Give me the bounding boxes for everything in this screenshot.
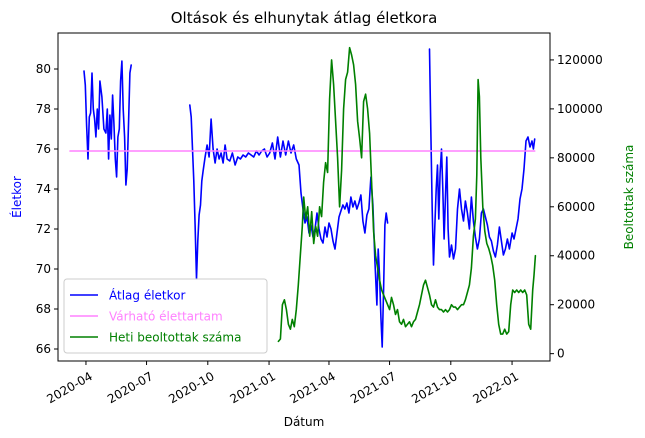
y-left-tick-label-1: 68 [36, 302, 51, 316]
legend-label-life-expectancy: Várható élettartam [109, 310, 223, 324]
legend-label-average-age: Átlag életkor [109, 288, 185, 303]
y-right-tick-label-1: 20000 [557, 298, 595, 312]
y-axis-right: 0 20000 40000 60000 80000 100000 120000 [550, 53, 603, 361]
chart-title: Oltások és elhunytak átlag életkora [171, 9, 438, 27]
y-left-tick-label-4: 74 [36, 182, 51, 196]
y-right-tick-label-5: 100000 [557, 102, 603, 116]
y-left-tick-label-0: 66 [36, 342, 51, 356]
legend-label-weekly-vaccinated: Heti beoltottak száma [109, 331, 241, 345]
x-axis-label: Dátum [284, 415, 325, 429]
series-line-0-segment-1 [189, 104, 389, 348]
y-right-tick-label-0: 0 [557, 347, 565, 361]
plot-frame [57, 32, 551, 362]
y-left-tick-label-5: 76 [36, 142, 51, 156]
series-line-2-segment-0 [277, 46, 537, 343]
y-right-tick-label-4: 80000 [557, 151, 595, 165]
legend-box [63, 278, 268, 354]
y-right-tick-label-3: 60000 [557, 200, 595, 214]
series-line-0-segment-2 [428, 48, 536, 266]
plot-lines [69, 46, 537, 348]
y-left-tick-label-3: 72 [36, 222, 51, 236]
y-left-tick-label-6: 78 [36, 102, 51, 116]
y-axis-label-left: Életkor [9, 176, 24, 218]
y-left-tick-label-2: 70 [36, 262, 51, 276]
y-axis-label-right: Beoltottak száma [622, 145, 636, 250]
series-line-0-segment-0 [83, 60, 132, 186]
legend: Átlag életkor Várható élettartam Heti be… [63, 278, 268, 354]
y-right-tick-label-6: 120000 [557, 53, 603, 67]
y-axis-left: 66 68 70 72 74 76 78 80 [36, 62, 58, 356]
y-right-tick-label-2: 40000 [557, 249, 595, 263]
y-left-tick-label-7: 80 [36, 62, 51, 76]
